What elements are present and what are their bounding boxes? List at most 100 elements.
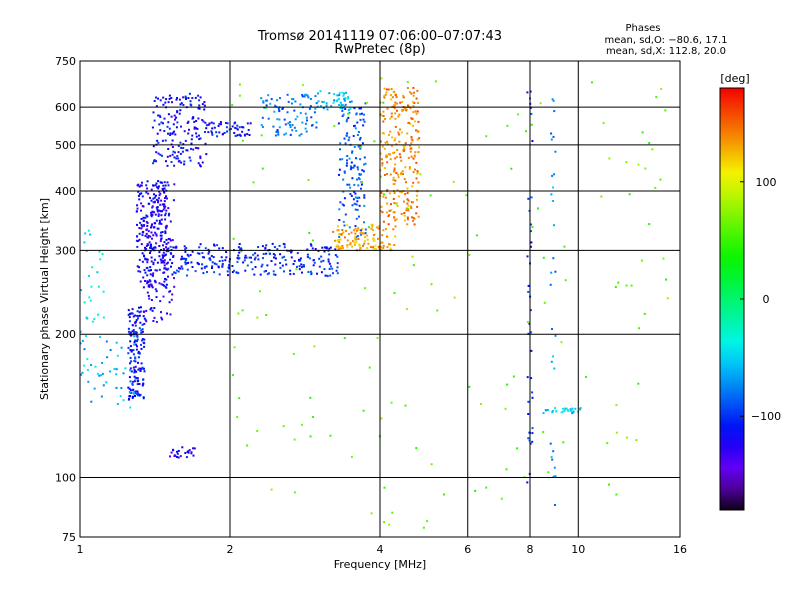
data-point: [151, 206, 154, 209]
data-point: [585, 375, 587, 378]
data-point: [134, 331, 137, 334]
data-point: [137, 356, 140, 359]
data-point: [154, 222, 157, 225]
data-point: [152, 162, 155, 165]
data-point: [336, 266, 339, 269]
data-point: [415, 177, 418, 180]
data-point: [307, 96, 310, 99]
data-point: [298, 259, 301, 262]
data-point: [351, 245, 354, 248]
data-point: [134, 321, 137, 324]
data-point: [151, 205, 154, 208]
data-point: [315, 121, 318, 124]
data-point: [180, 258, 183, 261]
data-point: [363, 242, 366, 245]
data-point: [149, 235, 152, 238]
data-point: [116, 403, 119, 405]
data-point: [158, 190, 161, 193]
data-point: [142, 378, 145, 381]
data-point: [132, 380, 135, 383]
data-point: [539, 102, 542, 105]
data-point: [150, 260, 153, 263]
data-point: [348, 226, 351, 229]
data-point: [364, 228, 367, 231]
data-point: [171, 132, 174, 135]
data-point: [403, 148, 406, 151]
data-point: [158, 251, 161, 254]
data-point: [283, 133, 286, 136]
data-point: [270, 98, 273, 101]
data-point: [144, 257, 147, 260]
data-point: [166, 312, 168, 315]
data-point: [258, 290, 261, 293]
data-point: [389, 153, 391, 156]
data-point: [140, 362, 143, 365]
data-point: [343, 197, 346, 200]
data-point: [410, 142, 413, 145]
data-point: [406, 216, 409, 219]
data-points: [79, 77, 669, 529]
data-point: [551, 411, 554, 414]
data-point: [302, 264, 305, 266]
data-point: [179, 109, 182, 112]
data-point: [173, 156, 176, 159]
data-point: [526, 255, 529, 258]
data-point: [334, 254, 337, 257]
data-point: [373, 247, 376, 250]
data-point: [396, 156, 398, 158]
data-point: [500, 497, 503, 500]
data-point: [388, 192, 391, 195]
data-point: [360, 112, 363, 115]
data-point: [238, 397, 241, 400]
data-point: [171, 146, 174, 148]
data-point: [552, 200, 555, 202]
data-point: [155, 96, 157, 99]
y-tick-label: 200: [55, 328, 76, 341]
data-point: [329, 434, 332, 437]
data-point: [313, 261, 316, 264]
data-point: [153, 193, 155, 196]
data-point: [140, 243, 143, 246]
data-point: [149, 246, 151, 249]
data-point: [553, 224, 555, 227]
data-point: [272, 270, 275, 273]
data-point: [188, 156, 191, 159]
data-point: [190, 138, 193, 141]
data-point: [245, 256, 248, 259]
data-point: [530, 331, 533, 334]
data-point: [176, 110, 179, 113]
data-point: [218, 247, 221, 250]
data-point: [381, 241, 384, 244]
data-point: [389, 130, 392, 133]
data-point: [564, 407, 567, 410]
data-point: [136, 245, 139, 248]
data-point: [664, 109, 667, 112]
data-point: [224, 259, 227, 262]
data-point: [139, 221, 142, 224]
data-point: [138, 198, 141, 201]
data-point: [328, 268, 331, 270]
data-point: [236, 260, 239, 263]
data-point: [345, 120, 348, 123]
data-point: [357, 227, 360, 230]
data-point: [552, 450, 555, 453]
data-point: [344, 229, 347, 232]
data-point: [278, 126, 281, 129]
data-point: [160, 214, 163, 217]
data-point: [468, 385, 471, 388]
data-point: [606, 442, 609, 445]
data-point: [198, 138, 201, 141]
data-point: [349, 186, 352, 189]
data-point: [338, 168, 341, 171]
data-point: [79, 342, 82, 345]
data-point: [412, 201, 414, 204]
data-point: [430, 463, 433, 466]
data-point: [189, 100, 192, 103]
data-point: [138, 258, 141, 261]
data-point: [635, 439, 638, 442]
data-point: [203, 108, 206, 111]
data-point: [140, 331, 143, 334]
data-point: [282, 242, 285, 245]
data-point: [91, 266, 94, 269]
data-point: [399, 190, 402, 193]
